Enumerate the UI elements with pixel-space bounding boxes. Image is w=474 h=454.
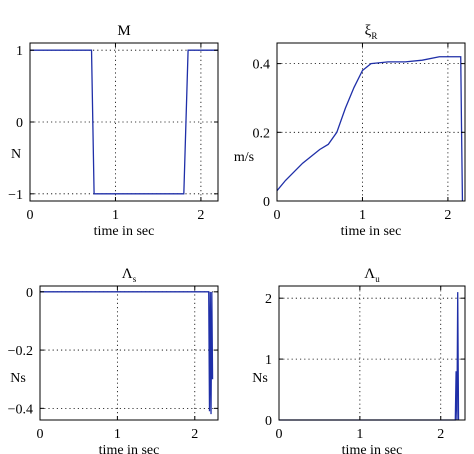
series-line [279, 292, 460, 421]
y-tick-label: 0.2 [253, 126, 271, 141]
y-axis-label: Ns [252, 371, 268, 386]
series-line [40, 291, 214, 415]
y-tick-label: 0.4 [253, 58, 271, 73]
x-tick-label: 2 [437, 427, 444, 442]
x-tick-label: 1 [112, 208, 119, 223]
y-tick-label: 0 [265, 414, 272, 429]
x-tick-label: 0 [276, 427, 283, 442]
x-tick-label: 0 [27, 208, 34, 223]
y-tick-label: −0.4 [8, 402, 33, 417]
chart-title: Λu [364, 266, 380, 284]
x-axis-label: time in sec [99, 443, 160, 454]
subplot-4: 0 1 2 0 1 2 Λu time in sec Ns [252, 266, 466, 454]
x-tick-label: 1 [114, 427, 121, 442]
plot-frame [276, 42, 466, 202]
x-tick-label: 2 [197, 208, 204, 223]
subplot-3: 0 1 2 −0.4 −0.2 0 Λs time in sec Ns [8, 266, 219, 454]
series-line [276, 56, 464, 202]
x-axis-label: time in sec [342, 443, 403, 454]
subplot-2: 0 1 2 0 0.2 0.4 ξR time in sec m/s [234, 23, 466, 239]
chart-title: ξR [365, 23, 378, 41]
x-tick-label: 2 [191, 427, 198, 442]
series-line [30, 49, 218, 195]
y-axis-label: m/s [234, 150, 254, 165]
y-tick-label: 0 [16, 116, 23, 131]
y-tick-label: −1 [8, 188, 23, 203]
x-tick-label: 2 [444, 208, 451, 223]
y-tick-label: 0 [263, 195, 270, 210]
chart-title: M [117, 23, 130, 39]
x-axis-label: time in sec [341, 224, 402, 239]
x-tick-label: 1 [356, 427, 363, 442]
plot-frame [278, 285, 466, 421]
x-tick-label: 1 [359, 208, 366, 223]
x-tick-label: 0 [37, 427, 44, 442]
y-axis-label: N [11, 147, 21, 162]
y-axis-label: Ns [10, 371, 26, 386]
x-tick-label: 0 [274, 208, 281, 223]
y-tick-label: 2 [265, 292, 272, 307]
y-tick-label: −0.2 [8, 344, 33, 359]
y-tick-label: 1 [265, 353, 272, 368]
plot-frame [39, 285, 219, 421]
chart-title: Λs [122, 266, 137, 284]
x-axis-label: time in sec [94, 224, 155, 239]
y-tick-label: 0 [26, 286, 33, 301]
y-tick-label: 1 [16, 44, 23, 59]
